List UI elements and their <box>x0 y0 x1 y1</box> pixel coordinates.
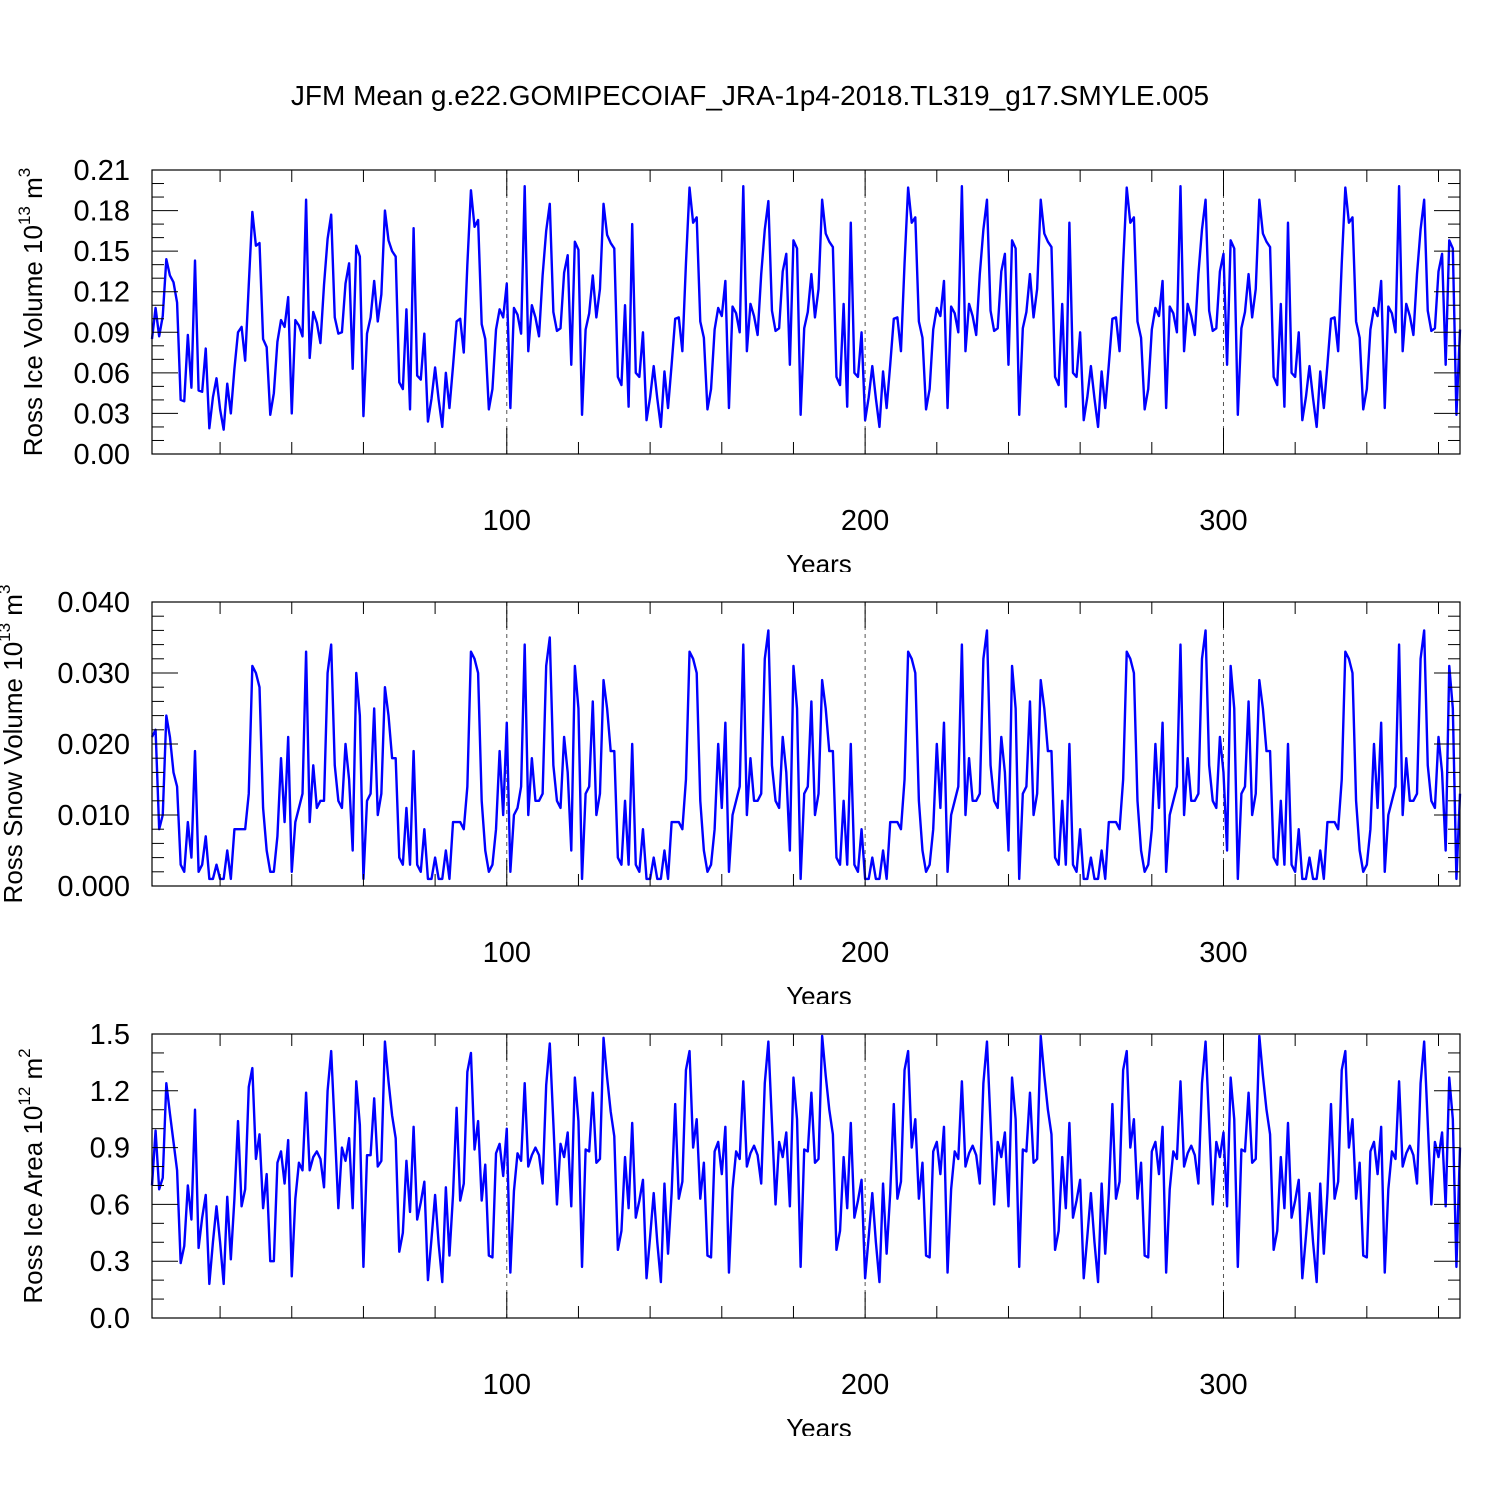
ice-volume-panel: 0.00 0.03 0.06 0.09 0.12 0.15 0.18 0.21 100 200 30… <box>15 155 1462 572</box>
plot-frame <box>151 1033 1461 1319</box>
plot-frame <box>151 169 1461 455</box>
y-tick-label: 0.06 <box>74 358 130 390</box>
y-tick-label: 0.18 <box>74 196 130 228</box>
y-tick-label: 0.000 <box>57 871 130 903</box>
y-tick-label: 0.09 <box>74 317 130 349</box>
x-tick-label: 200 <box>841 1369 889 1401</box>
ice-area-panel: 0.0 0.3 0.6 0.9 1.2 1.5 100 200 300 Years Ross Ice… <box>15 1019 1462 1436</box>
y-axis-label: Ross Ice Volume 1013 m3 <box>15 168 48 457</box>
series-line <box>150 185 1462 431</box>
y-tick-label: 0.030 <box>57 658 130 690</box>
y-tick-label: 0.0 <box>90 1303 130 1335</box>
y-tick-label: 0.00 <box>74 439 130 471</box>
y-tick-label: 1.5 <box>90 1019 130 1051</box>
y-tick-label: 0.12 <box>74 277 130 309</box>
y-tick-label: 0.21 <box>74 155 130 187</box>
y-axis-label: Ross Ice Area 1012 m2 <box>15 1048 48 1303</box>
y-tick-label: 0.15 <box>74 236 130 268</box>
x-axis-label: Years <box>786 981 852 1004</box>
x-axis-label: Years <box>786 1413 852 1436</box>
x-tick-label: 300 <box>1199 505 1247 537</box>
x-tick-label: 300 <box>1199 1369 1247 1401</box>
chart-title: JFM Mean g.e22.GOMIPECOIAF_JRA-1p4-2018.… <box>290 80 1210 111</box>
y-tick-label: 0.010 <box>57 800 130 832</box>
x-tick-label: 300 <box>1199 937 1247 969</box>
y-tick-label: 0.040 <box>57 587 130 619</box>
snow-volume-panel: 0.000 0.010 0.020 0.030 0.040 100 200 300 Years R… <box>0 585 1462 1004</box>
y-tick-label: 0.6 <box>90 1189 130 1221</box>
plot-frame <box>151 601 1461 887</box>
x-tick-label: 100 <box>483 1369 531 1401</box>
y-tick-label: 0.03 <box>74 398 130 430</box>
x-tick-label: 200 <box>841 937 889 969</box>
x-tick-label: 100 <box>483 505 531 537</box>
y-tick-label: 0.9 <box>90 1133 130 1165</box>
y-axis-label: Ross Snow Volume 1013 m3 <box>0 585 28 904</box>
y-tick-label: 0.020 <box>57 729 130 761</box>
series-line <box>150 1034 1462 1286</box>
y-tick-label: 0.3 <box>90 1246 130 1278</box>
x-tick-label: 100 <box>483 937 531 969</box>
x-axis-label: Years <box>786 549 852 572</box>
y-tick-label: 1.2 <box>90 1076 130 1108</box>
x-tick-label: 200 <box>841 505 889 537</box>
series-line <box>150 629 1462 881</box>
